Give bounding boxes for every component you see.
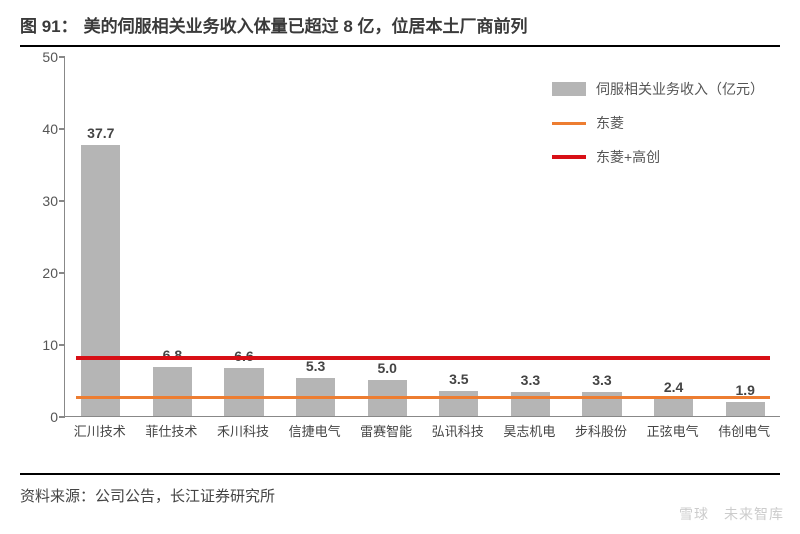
bar-value-label: 5.3 (296, 358, 335, 374)
x-tick-label: 信捷电气 (289, 421, 341, 440)
y-tick-label: 20 (42, 265, 58, 281)
reference-line (76, 356, 771, 360)
legend-item-bar: 伺服相关业务收入（亿元） (552, 79, 764, 99)
bar-value-label: 3.3 (582, 372, 621, 388)
x-tick-label: 昊志机电 (503, 421, 555, 440)
bar: 3.5 (439, 391, 478, 416)
bar-value-label: 2.4 (654, 379, 693, 395)
legend-line-1 (552, 122, 586, 125)
y-tick-label: 50 (42, 49, 58, 65)
x-tick-label: 弘讯科技 (432, 421, 484, 440)
legend-line-2 (552, 155, 586, 159)
y-tick-mark (59, 416, 65, 418)
bar-value-label: 37.7 (81, 125, 120, 141)
y-tick-mark (59, 128, 65, 130)
bar: 1.9 (726, 402, 765, 416)
y-tick-mark (59, 344, 65, 346)
reference-line (76, 396, 771, 399)
legend-label-line-2: 东菱+高创 (596, 147, 660, 167)
y-tick-label: 30 (42, 193, 58, 209)
y-axis: 01020304050 (20, 57, 64, 417)
x-tick-label: 正弦电气 (647, 421, 699, 440)
x-tick-label: 菲仕技术 (145, 421, 197, 440)
bar-value-label: 6.8 (153, 347, 192, 363)
bar: 37.7 (81, 145, 120, 416)
legend-item-line-1: 东菱 (552, 113, 764, 133)
chart-title: 图 91： 美的伺服相关业务收入体量已超过 8 亿，位居本土厂商前列 (0, 0, 800, 45)
bar-value-label: 5.0 (368, 360, 407, 376)
figure-title-text: 美的伺服相关业务收入体量已超过 8 亿，位居本土厂商前列 (84, 17, 528, 36)
legend-label-bar: 伺服相关业务收入（亿元） (596, 79, 764, 99)
y-tick-mark (59, 56, 65, 58)
legend-item-line-2: 东菱+高创 (552, 147, 764, 167)
bar: 6.8 (153, 367, 192, 416)
source-line: 资料来源：公司公告，长江证券研究所 (0, 475, 800, 506)
bar: 6.6 (224, 368, 263, 416)
y-tick-mark (59, 200, 65, 202)
x-tick-label: 雷赛智能 (360, 421, 412, 440)
x-tick-label: 伟创电气 (718, 421, 770, 440)
x-tick-label: 汇川技术 (74, 421, 126, 440)
chart-area: 01020304050 37.76.86.65.35.03.53.33.32.4… (20, 57, 780, 467)
bar-value-label: 3.3 (511, 372, 550, 388)
y-tick-label: 0 (50, 409, 58, 425)
bar: 2.4 (654, 399, 693, 416)
x-tick-label: 步科股份 (575, 421, 627, 440)
y-tick-label: 10 (42, 337, 58, 353)
bar-value-label: 3.5 (439, 371, 478, 387)
source-text: 公司公告，长江证券研究所 (95, 488, 275, 505)
figure-number: 图 91： (20, 17, 78, 36)
y-tick-mark (59, 272, 65, 274)
rule-top (20, 45, 780, 47)
legend: 伺服相关业务收入（亿元） 东菱 东菱+高创 (552, 79, 764, 181)
x-tick-label: 禾川科技 (217, 421, 269, 440)
source-prefix: 资料来源： (20, 488, 95, 505)
legend-swatch-bar (552, 82, 586, 96)
y-tick-label: 40 (42, 121, 58, 137)
watermark: 雪球 未来智库 (679, 504, 784, 524)
legend-label-line-1: 东菱 (596, 113, 624, 133)
